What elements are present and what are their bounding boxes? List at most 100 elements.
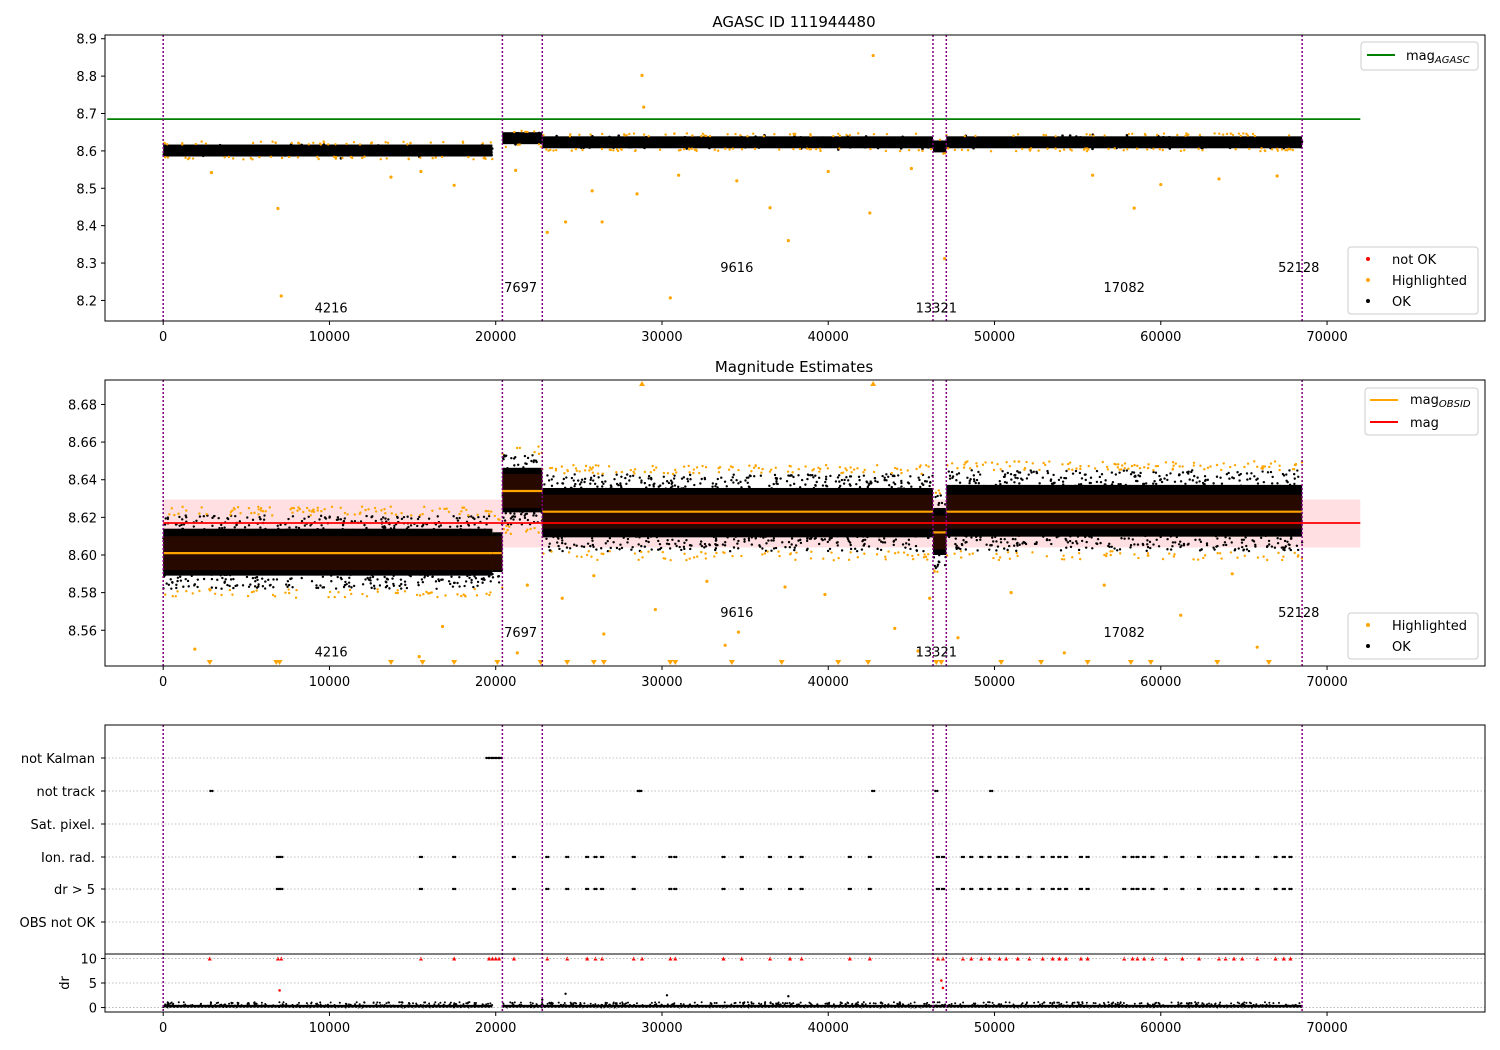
magnitude-ok-point <box>455 532 458 536</box>
agasc-ok-point <box>642 143 645 146</box>
magnitude-ok-point <box>497 575 501 578</box>
magnitude-edge-highlight <box>287 591 291 595</box>
magnitude-ok-point <box>798 486 802 489</box>
magnitude-ok-point <box>792 482 796 486</box>
magnitude-ok-point <box>1228 531 1232 535</box>
magnitude-ok-point <box>1279 537 1282 541</box>
agasc-ok-point <box>447 151 451 155</box>
agasc-edge-highlight <box>917 149 920 152</box>
agasc-ok-point <box>1292 142 1296 146</box>
magnitude-ok-point <box>421 572 424 575</box>
magnitude-edge-highlight <box>213 592 217 595</box>
magnitude-ok-point <box>703 542 707 546</box>
magnitude-ok-point <box>720 476 723 479</box>
magnitude-ok-point <box>621 532 624 536</box>
magnitude-ok-point <box>1220 482 1224 485</box>
magnitude-ok-point <box>486 528 489 532</box>
agasc-ok-point <box>732 139 735 143</box>
magnitude-ok-point <box>671 481 674 484</box>
agasc-ok-point <box>1133 140 1137 144</box>
magnitude-ok-point <box>196 585 199 589</box>
magnitude-ok-point <box>773 473 777 477</box>
magnitude-ok-point <box>1174 541 1177 544</box>
magnitude-edge-highlight <box>373 506 377 510</box>
magnitude-ok-point <box>770 531 773 534</box>
magnitude-ok-point <box>226 583 229 587</box>
agasc-ok-point <box>878 139 881 142</box>
agasc-ok-point <box>1297 143 1300 147</box>
agasc-ok-point <box>1255 139 1258 142</box>
agasc-edge-highlight <box>609 148 612 152</box>
magnitude-ok-point <box>778 534 781 537</box>
magnitude-ok-point <box>384 580 388 583</box>
magnitude-ok-point <box>929 481 932 484</box>
agasc-edge-highlight <box>708 134 712 138</box>
magnitude-ok-point <box>449 582 452 586</box>
magnitude-ok-point <box>1269 470 1273 474</box>
agasc-edge-highlight <box>554 148 558 152</box>
agasc-ok-point <box>1091 147 1094 151</box>
agasc-ok-point <box>558 141 562 145</box>
agasc-title: AGASC ID 111944480 <box>712 13 875 31</box>
agasc-ok-point <box>1250 139 1254 142</box>
magnitude-ok-point <box>865 480 868 483</box>
magnitude-ok-point <box>887 534 891 537</box>
magnitude-ok-point <box>1074 469 1078 473</box>
magnitude-edge-highlight <box>529 527 532 531</box>
agasc-edge-highlight <box>1016 133 1020 136</box>
magnitude-edge-highlight <box>704 557 708 560</box>
agasc-ok-point <box>858 137 862 141</box>
magnitude-edge-highlight <box>615 471 618 474</box>
magnitude-ok-point <box>308 573 312 576</box>
magnitude-ok-point <box>1223 541 1227 544</box>
agasc-ok-point <box>1017 141 1021 145</box>
magnitude-edge-highlight <box>632 470 635 473</box>
agasc-ok-point <box>650 145 653 148</box>
agasc-edge-highlight <box>1218 132 1221 135</box>
magnitude-ok-point <box>928 530 931 534</box>
agasc-ok-point <box>815 139 818 143</box>
agasc-ok-point <box>950 139 953 143</box>
magnitude-ok-point <box>821 484 825 487</box>
magnitude-edge-highlight <box>308 509 311 512</box>
magnitude-edge-highlight <box>666 471 670 475</box>
agasc-ok-point <box>338 147 342 150</box>
agasc-ok-point <box>551 145 555 148</box>
agasc-ok-point <box>357 150 361 154</box>
agasc-ok-point <box>379 148 383 152</box>
magnitude-edge-highlight <box>170 507 173 510</box>
agasc-ok-point <box>938 148 942 152</box>
magnitude-ok-point <box>826 549 830 553</box>
agasc-ok-point <box>1201 142 1205 145</box>
agasc-ok-point <box>1223 142 1227 145</box>
magnitude-ok-point <box>466 574 469 578</box>
agasc-ok-point <box>336 148 340 151</box>
agasc-ok-point <box>685 147 689 150</box>
magnitude-ok-point <box>806 547 809 550</box>
magnitude-ok-point <box>975 478 979 482</box>
magnitude-ok-point <box>168 570 172 574</box>
agasc-ok-point <box>1140 142 1144 146</box>
agasc-ok-point <box>1237 136 1240 140</box>
magnitude-edge-highlight <box>284 591 287 594</box>
magnitude-edge-highlight <box>323 507 326 511</box>
magnitude-ok-point <box>832 491 835 495</box>
magnitude-ok-point <box>369 582 372 585</box>
agasc-legend-bottom: not OK Highlighted OK <box>1347 246 1479 315</box>
magnitude-ok-point <box>560 541 564 545</box>
magnitude-ok-point <box>603 532 606 536</box>
agasc-ok-point <box>165 152 169 155</box>
magnitude-ok-point <box>770 487 773 490</box>
magnitude-ok-point <box>181 518 184 521</box>
magnitude-ok-point <box>1038 482 1041 485</box>
magnitude-ok-point <box>478 528 482 532</box>
magnitude-edge-highlight <box>838 465 842 469</box>
magnitude-ok-point <box>368 571 372 574</box>
agasc-ok-point <box>1269 138 1273 142</box>
magnitude-ok-point <box>571 487 574 490</box>
magnitude-ok-point <box>416 524 419 528</box>
magnitude-edge-highlight <box>490 510 493 513</box>
magnitude-ok-point <box>731 492 735 495</box>
magnitude-edge-highlight <box>936 570 939 573</box>
magnitude-ok-point <box>828 538 831 542</box>
